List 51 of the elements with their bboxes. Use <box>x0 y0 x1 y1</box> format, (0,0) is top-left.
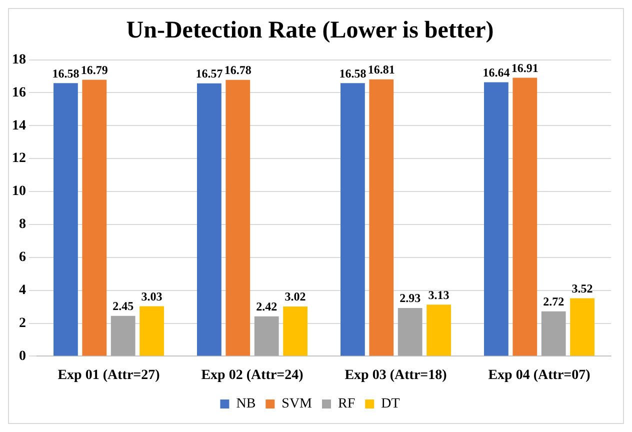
y-tick-label: 6 <box>19 250 26 266</box>
data-label: 16.58 <box>339 66 366 80</box>
data-label: 16.64 <box>482 65 510 80</box>
bar <box>283 306 308 356</box>
y-tick-label: 16 <box>12 85 26 100</box>
data-label: 2.72 <box>543 294 564 309</box>
bar <box>512 78 538 356</box>
data-label: 2.42 <box>256 299 278 314</box>
y-tick-label: 4 <box>19 282 26 298</box>
data-label: 2.45 <box>112 298 134 313</box>
bar <box>197 83 222 356</box>
bar <box>254 316 279 356</box>
legend-label: NB <box>236 396 256 412</box>
bar <box>369 79 394 356</box>
data-label: 16.57 <box>196 66 223 80</box>
y-tick-label: 12 <box>12 151 26 166</box>
data-label: 16.81 <box>368 62 395 76</box>
bar <box>82 80 107 356</box>
y-tick-label: 8 <box>19 217 26 232</box>
data-label: 3.52 <box>572 281 593 296</box>
bar <box>570 298 594 356</box>
bar <box>340 83 365 356</box>
data-label: 16.58 <box>52 66 80 80</box>
x-tick-label: Exp 01 (Attr=27) <box>58 368 160 384</box>
chart-title: Un-Detection Rate (Lower is better) <box>126 18 494 44</box>
bar <box>226 80 250 356</box>
bar <box>54 83 78 356</box>
bar <box>110 316 136 356</box>
data-label: 3.13 <box>428 288 450 302</box>
bar <box>140 306 164 356</box>
legend-label: SVM <box>282 396 313 412</box>
y-tick-label: 14 <box>12 118 26 134</box>
x-tick-label: Exp 04 (Attr=07) <box>488 368 591 384</box>
data-label: 2.93 <box>400 291 421 306</box>
data-label: 16.79 <box>80 62 108 77</box>
y-tick-label: 10 <box>12 184 26 200</box>
x-tick-label: Exp 03 (Attr=18) <box>344 368 448 384</box>
data-label: 3.02 <box>284 290 306 304</box>
data-label: 3.03 <box>141 289 162 304</box>
data-label: 16.78 <box>224 62 252 77</box>
bar <box>541 311 566 356</box>
x-tick-label: Exp 02 (Attr=24) <box>201 368 304 384</box>
bar <box>484 82 508 356</box>
bar <box>398 308 422 356</box>
y-tick-label: 2 <box>19 316 26 331</box>
data-label: 16.91 <box>511 60 538 75</box>
y-tick-label: 0 <box>19 348 26 364</box>
legend-label: RF <box>338 396 356 412</box>
bar <box>426 304 451 356</box>
y-tick-label: 18 <box>12 52 26 68</box>
legend-label: DT <box>381 396 400 412</box>
